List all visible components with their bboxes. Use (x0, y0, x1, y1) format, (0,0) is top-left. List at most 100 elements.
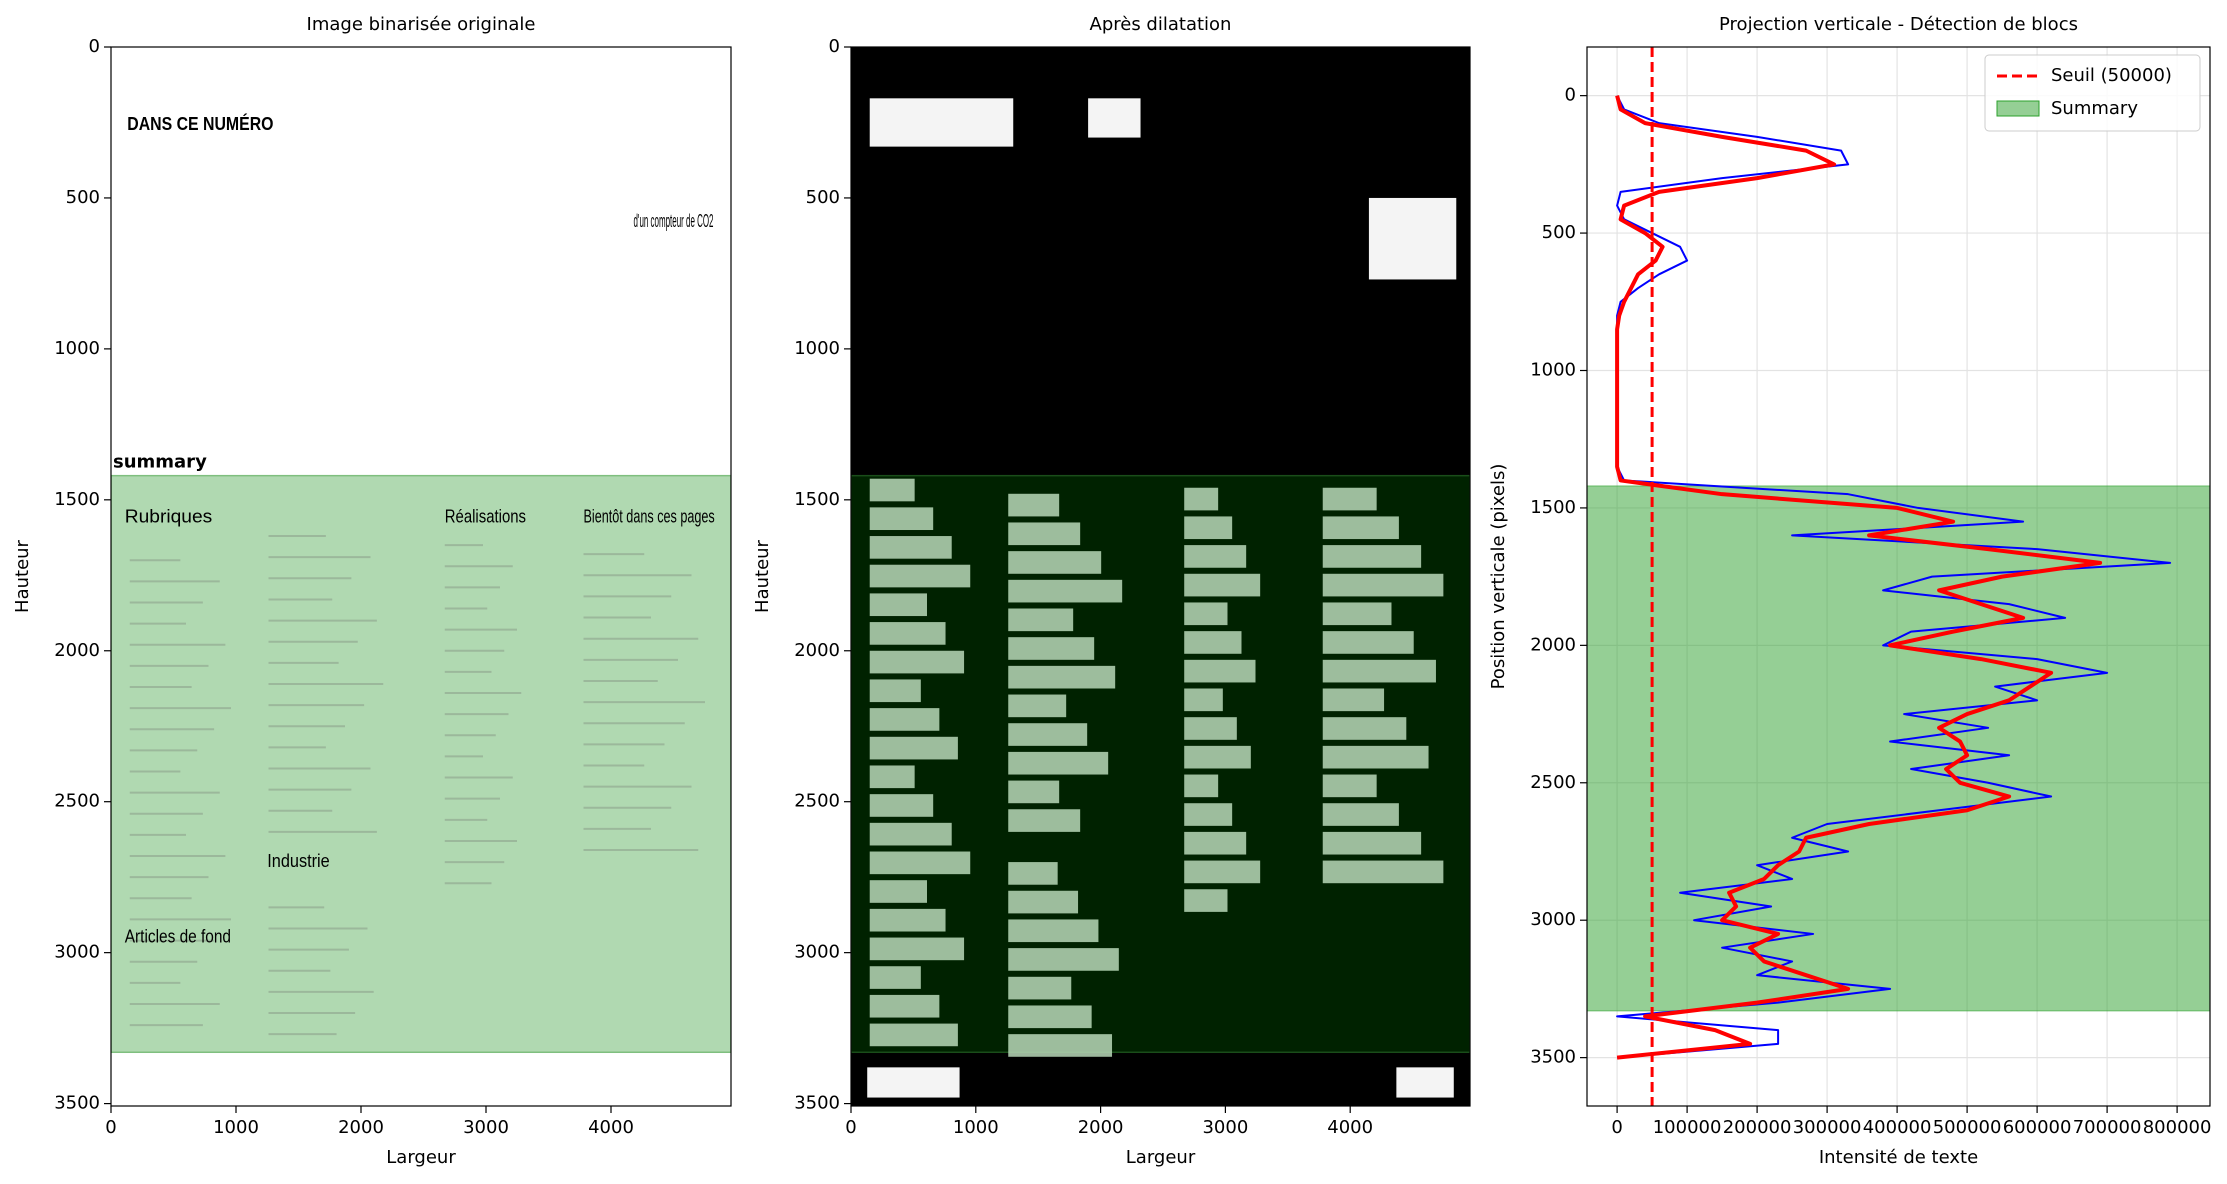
panel: summary 0 1000 2000 3000 4000 0 500 1000 1500 2000… (752, 14, 1471, 1168)
dilated-line (1184, 717, 1237, 740)
y-tick-label: 3500 (794, 1093, 840, 1114)
dilated-line (1008, 493, 1060, 517)
dilated-line (1322, 659, 1436, 683)
panel: DANS CE NUMÉRO d'un compteur de CO2 Rubriq… (12, 14, 732, 1168)
dilated-line (1184, 573, 1261, 597)
dilated-line (869, 622, 946, 645)
x-tick-label: 500000 (1933, 1117, 2002, 1138)
y-tick-label: 2500 (54, 791, 100, 812)
dilated-line (869, 736, 958, 760)
plot-area: DANS CE NUMÉRO d'un compteur de CO2 Rubriq… (111, 47, 731, 1106)
y-tick-label: 500 (1542, 222, 1576, 243)
x-tick-label: 700000 (2073, 1117, 2142, 1138)
dilated-line (869, 937, 965, 961)
dilated-line (1322, 803, 1399, 826)
dilated-line (1184, 860, 1261, 884)
x-tick-label: 0 (1611, 1117, 1622, 1138)
dilated-line (1322, 516, 1399, 540)
y-tick-label: 2500 (1530, 772, 1576, 793)
dilated-line (869, 880, 928, 903)
dilated-line (1184, 688, 1223, 712)
dilated-line (1008, 809, 1081, 832)
dilated-line (1322, 631, 1414, 654)
dilated-line (869, 765, 915, 789)
dilated-line (869, 822, 952, 846)
dilated-line (869, 851, 971, 875)
y-tick-label: 1000 (794, 338, 840, 359)
y-axis-label: Hauteur (752, 539, 773, 613)
dilated-line (869, 966, 921, 989)
dilated-line (869, 478, 915, 502)
dilated-line (869, 650, 965, 674)
x-tick-label: 200000 (1723, 1117, 1792, 1138)
y-tick-label: 1000 (54, 338, 100, 359)
y-tick-label: 2000 (1530, 634, 1576, 655)
dilated-line (1008, 1005, 1092, 1029)
dilated-line (1184, 889, 1228, 912)
dilated-line (1184, 803, 1233, 826)
page-text: d'un compteur de CO2 (634, 211, 714, 231)
page-text: Rubriques (125, 507, 213, 527)
dilated-line (1008, 579, 1123, 603)
x-tick-label: 0 (105, 1117, 116, 1138)
axes-frame (110, 46, 732, 1107)
dilated-blob (1368, 197, 1457, 280)
x-tick-label: 4000 (588, 1117, 634, 1138)
dilated-blob (1396, 1067, 1454, 1098)
y-tick-label: 2000 (54, 640, 100, 661)
y-axis-label: Hauteur (12, 539, 33, 613)
y-tick-label: 1500 (1530, 497, 1576, 518)
axes-frame (1586, 46, 2211, 1107)
dilated-line (869, 679, 921, 703)
dilated-line (1322, 573, 1444, 597)
dilated-line (869, 1023, 958, 1047)
dilated-line (1322, 831, 1422, 855)
dilated-line (1184, 516, 1233, 540)
dilated-line (869, 708, 940, 731)
dilated-line (869, 507, 934, 531)
y-tick-label: 3000 (794, 942, 840, 963)
y-tick-label: 3500 (1530, 1047, 1576, 1068)
x-tick-label: 3000 (463, 1117, 509, 1138)
x-axis-label: Largeur (1126, 1147, 1196, 1168)
legend-label: Summary (2051, 98, 2138, 119)
page-text: Réalisations (445, 507, 526, 527)
dilated-line (1184, 602, 1228, 626)
dilated-line (1184, 631, 1242, 654)
y-tick-label: 1000 (1530, 359, 1576, 380)
dilated-line (869, 564, 971, 588)
region-label: summary (853, 452, 947, 473)
y-tick-label: 1500 (794, 489, 840, 510)
dilated-line (869, 794, 934, 817)
dilated-line (1322, 774, 1377, 798)
page-text: Industrie (267, 851, 330, 871)
y-tick-label: 3500 (54, 1093, 100, 1114)
y-tick-label: 0 (1565, 85, 1576, 106)
dilated-line (1008, 551, 1102, 574)
legend-swatch (1996, 100, 2040, 117)
dilated-line (869, 908, 946, 932)
panel: Seuil (50000) Summary 0 100000 200000 300000 4… (1488, 14, 2211, 1168)
x-tick-label: 4000 (1327, 1117, 1373, 1138)
dilated-line (1008, 608, 1074, 632)
x-tick-label: 2000 (1078, 1117, 1124, 1138)
x-tick-label: 600000 (2003, 1117, 2072, 1138)
y-tick-label: 3000 (1530, 909, 1576, 930)
x-tick-label: 800000 (2143, 1117, 2212, 1138)
region-label: summary (113, 452, 207, 473)
dilated-blob (1088, 98, 1141, 138)
page-text: Articles de fond (125, 926, 231, 946)
plot-area (851, 47, 1470, 1106)
dilated-line (869, 593, 928, 617)
dilated-line (1322, 717, 1407, 740)
summary-band (1587, 485, 2210, 1012)
plot-area (1587, 47, 2210, 1106)
series-line (1615, 95, 2103, 1060)
y-tick-label: 2000 (794, 640, 840, 661)
page-text: Bientôt dans ces pages (584, 507, 715, 527)
dilated-line (1008, 723, 1088, 746)
x-tick-label: 1000 (953, 1117, 999, 1138)
y-tick-label: 0 (89, 36, 100, 57)
y-tick-label: 1500 (54, 489, 100, 510)
